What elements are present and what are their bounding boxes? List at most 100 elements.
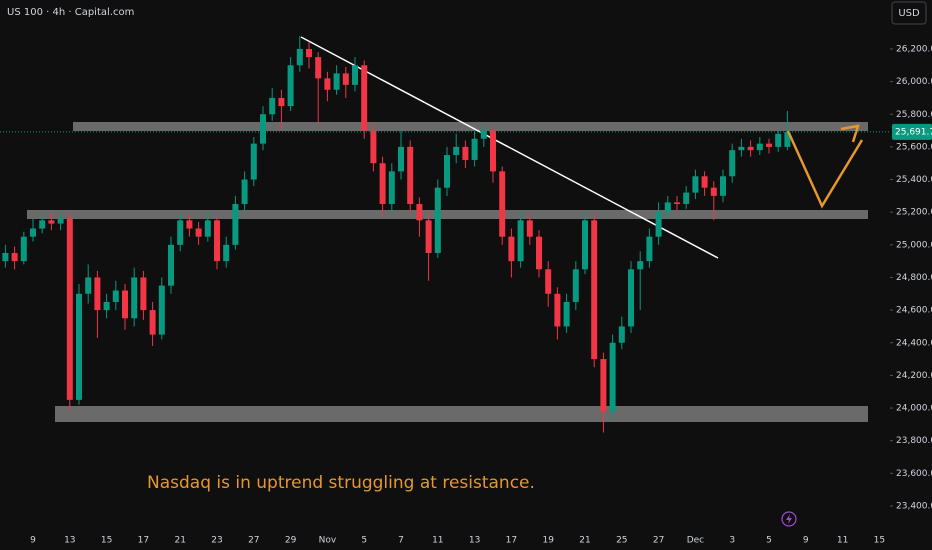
y-tick-label: 25,000.0: [896, 240, 932, 250]
candle-body: [315, 57, 322, 79]
x-tick-label: 29: [285, 536, 297, 546]
x-tick-label: 19: [542, 536, 554, 546]
y-tick-label: 25,400.0: [896, 175, 932, 185]
y-tick-label: 25,200.0: [896, 208, 932, 218]
candle-body: [609, 342, 616, 412]
x-tick-label: 15: [101, 536, 112, 546]
candles: [2, 35, 791, 433]
candle-body: [324, 78, 331, 90]
candle-body: [158, 285, 165, 335]
x-tick-label: Nov: [319, 536, 337, 546]
candle-body: [94, 277, 101, 311]
candle-body: [370, 130, 377, 164]
candle-body: [425, 220, 432, 253]
candle-body: [591, 220, 598, 360]
x-tick-label: 9: [30, 536, 36, 546]
candle-body: [517, 220, 524, 262]
candle-body: [361, 65, 368, 131]
candle-body: [646, 236, 653, 262]
x-tick-label: 7: [398, 536, 404, 546]
candle-body: [720, 176, 726, 196]
candle-body: [66, 218, 73, 400]
support-zone: [27, 210, 868, 219]
x-tick-label: 17: [138, 536, 149, 546]
candle-body: [168, 244, 174, 286]
x-tick-label: 5: [361, 536, 367, 546]
candle-body: [747, 146, 754, 151]
candle-body: [784, 131, 791, 147]
projection-path: [786, 130, 864, 209]
candle-body: [692, 176, 699, 193]
chart-title: US 100 · 4h · Capital.com: [7, 7, 134, 18]
candle-body: [453, 146, 460, 156]
candle-body: [296, 48, 303, 66]
candle-body: [103, 301, 110, 311]
candle-body: [508, 236, 515, 262]
candle-body: [306, 48, 312, 58]
y-tick-label: 24,800.0: [896, 273, 932, 283]
candle-body: [11, 252, 18, 262]
x-tick-label: 27: [248, 536, 259, 546]
y-tick-label: 24,600.0: [896, 306, 932, 316]
candle-body: [655, 212, 662, 237]
candle-body: [738, 146, 745, 151]
annotation: Nasdaq is in uptrend struggling at resis…: [147, 473, 535, 493]
candle-body: [342, 73, 349, 85]
candle-body: [379, 163, 386, 205]
candle-body: [39, 220, 46, 229]
x-tick-label: 27: [653, 536, 664, 546]
candle-body: [398, 146, 404, 172]
candle-body: [223, 244, 230, 262]
x-tick-label: 15: [874, 536, 885, 546]
candle-body: [388, 171, 395, 205]
candle-body: [131, 277, 138, 319]
candle-body: [195, 228, 202, 237]
x-tick-label: 5: [766, 536, 772, 546]
candle-body: [637, 261, 644, 270]
candle-body: [287, 65, 294, 107]
candle-body: [76, 293, 82, 400]
x-tick-label: 17: [506, 536, 517, 546]
candle-body: [30, 228, 36, 237]
candle-body: [232, 204, 239, 245]
candle-body: [683, 192, 690, 205]
candle-body: [499, 171, 506, 237]
candle-body: [480, 130, 487, 139]
candle-body: [628, 269, 634, 327]
last-price-box: [892, 123, 932, 140]
candle-body: [444, 155, 450, 188]
candle-body: [20, 236, 27, 262]
y-tick-label: 23,600.0: [896, 469, 932, 479]
candle-body: [149, 310, 156, 335]
x-tick-label: 9: [803, 536, 809, 546]
y-tick-label: 25,600.0: [896, 142, 932, 152]
x-tick-label: 11: [432, 536, 443, 546]
trend-line: [300, 36, 719, 259]
x-tick-label: 11: [837, 536, 848, 546]
currency-label[interactable]: USD: [898, 8, 920, 19]
candle-body: [545, 269, 552, 294]
candle-body: [701, 176, 708, 188]
event-icon[interactable]: [781, 511, 797, 527]
candle-body: [490, 130, 496, 172]
candle-body: [563, 301, 570, 327]
candle-body: [85, 277, 92, 294]
y-tick-label: 24,400.0: [896, 338, 932, 348]
event-bolt[interactable]: [786, 514, 792, 524]
candle-body: [407, 146, 414, 205]
currency-button[interactable]: [891, 1, 927, 25]
candle-body: [729, 150, 736, 177]
candle-body: [250, 143, 257, 180]
y-tick-label: 25,800.0: [896, 110, 932, 120]
candle-body: [572, 269, 579, 302]
x-tick-label: 3: [729, 536, 735, 546]
candle-body: [600, 359, 607, 412]
candle-body: [526, 220, 533, 237]
x-tick-label: Dec: [687, 536, 704, 546]
candle-body: [352, 65, 358, 85]
candle-body: [140, 277, 147, 311]
candle-body: [710, 187, 717, 196]
y-tick-label: 26,000.0: [896, 77, 932, 87]
